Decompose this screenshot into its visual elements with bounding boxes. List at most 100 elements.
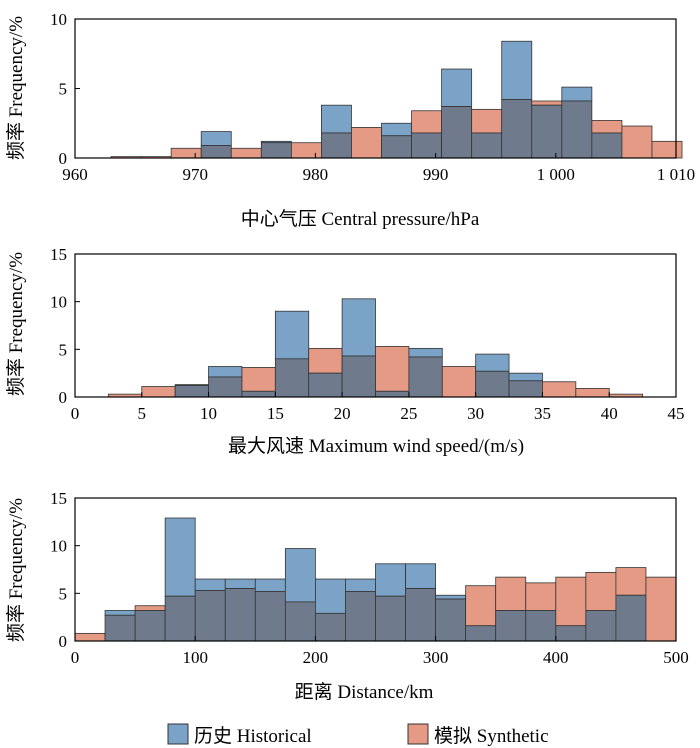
x-tick-label: 960 [62, 165, 88, 184]
historical-bar [501, 40, 533, 101]
x-tick-label: 200 [303, 648, 329, 667]
overlap-bar [411, 132, 443, 159]
overlap-bar [174, 385, 209, 398]
legend-synthetic-label: 模拟 Synthetic [434, 725, 549, 747]
overlap-bar [314, 612, 346, 642]
synthetic-bar [141, 386, 176, 398]
x-tick-label: 990 [423, 165, 449, 184]
distance-plot-frame [74, 497, 677, 642]
overlap-bar [495, 610, 527, 642]
historical-bar [208, 366, 243, 378]
overlap-bar [194, 590, 226, 642]
distance-ylabel: 频率 Frequency/% [5, 498, 27, 642]
overlap-bar [341, 355, 376, 398]
overlap-bar [405, 588, 436, 642]
central-pressure-bars [110, 40, 683, 159]
synthetic-bar [555, 576, 587, 627]
historical-bar [408, 347, 443, 358]
synthetic-bar [575, 388, 610, 398]
overlap-bar [321, 132, 352, 159]
wind-speed-xlabel: 最大风速 Maximum wind speed/(m/s) [228, 435, 524, 457]
overlap-bar [435, 598, 467, 642]
historical-bar [254, 578, 286, 592]
distance-xlabel: 距离 Distance/km [295, 681, 434, 703]
central-pressure-histogram: 中心气压 Central pressure/hPa 频率 Frequency/%… [5, 10, 695, 230]
historical-bar [164, 517, 196, 597]
synthetic-bar [651, 140, 683, 159]
y-tick-label: 0 [59, 632, 68, 651]
historical-bar [345, 578, 376, 592]
overlap-bar [104, 614, 136, 642]
legend-historical-swatch [167, 723, 189, 745]
synthetic-bar [290, 142, 322, 159]
x-tick-label: 500 [663, 648, 689, 667]
overlap-bar [164, 595, 196, 642]
central-pressure-xlabel: 中心气压 Central pressure/hPa [241, 208, 480, 230]
synthetic-bar [411, 110, 443, 134]
historical-bar [321, 104, 352, 134]
synthetic-bar [621, 125, 653, 159]
wind-speed-histogram: 最大风速 Maximum wind speed/(m/s) 频率 Frequen… [5, 245, 685, 457]
overlap-bar [525, 610, 557, 642]
legend-historical-label: 历史 Historical [194, 725, 312, 747]
legend-synthetic-swatch [407, 723, 429, 745]
overlap-bar [224, 588, 256, 642]
x-tick-label: 10 [200, 404, 217, 423]
overlap-bar [615, 594, 647, 642]
synthetic-bar [591, 120, 623, 134]
distance-histogram: 距离 Distance/km 频率 Frequency/% 0 100 200 300… [5, 489, 689, 703]
overlap-bar [274, 358, 310, 398]
x-tick-label: 25 [400, 404, 417, 423]
synthetic-bar [170, 147, 202, 159]
x-tick-label: 970 [182, 165, 208, 184]
historical-bar [200, 131, 232, 146]
synthetic-bar [241, 367, 276, 392]
x-tick-label: 980 [303, 165, 329, 184]
y-tick-label: 0 [59, 388, 68, 407]
overlap-bar [260, 142, 292, 159]
x-tick-label: 15 [267, 404, 284, 423]
x-tick-label: 45 [668, 404, 685, 423]
overlap-bar [375, 595, 406, 642]
x-tick-label: 300 [423, 648, 449, 667]
historical-bar [284, 548, 316, 603]
overlap-bar [284, 601, 316, 642]
synthetic-bar [441, 366, 477, 398]
x-tick-label: 35 [534, 404, 551, 423]
distance-bars [74, 517, 677, 642]
historical-bar [224, 578, 256, 589]
overlap-bar [465, 625, 497, 642]
x-tick-label: 5 [138, 404, 147, 423]
synthetic-bar [230, 147, 262, 159]
overlap-bar [508, 380, 543, 398]
overlap-bar [308, 372, 343, 398]
x-tick-label: 100 [182, 648, 208, 667]
y-tick-label: 0 [59, 149, 68, 168]
x-tick-label: 40 [601, 404, 618, 423]
y-tick-label: 10 [50, 293, 67, 312]
synthetic-bar [375, 346, 410, 392]
y-tick-label: 10 [50, 10, 67, 29]
historical-bar [435, 594, 467, 600]
x-tick-label: 1 010 [657, 165, 695, 184]
overlap-bar [345, 591, 376, 642]
historical-bar [405, 563, 436, 589]
historical-bar [314, 578, 346, 614]
y-tick-label: 5 [59, 584, 68, 603]
overlap-bar [375, 390, 410, 398]
y-tick-label: 5 [59, 340, 68, 359]
synthetic-bar [308, 347, 343, 374]
x-tick-label: 1 000 [537, 165, 575, 184]
overlap-bar [241, 390, 276, 398]
overlap-bar [381, 135, 412, 159]
historical-bar [104, 610, 136, 616]
synthetic-bar [465, 585, 497, 627]
overlap-bar [531, 104, 563, 159]
overlap-bar [200, 145, 232, 159]
synthetic-bar [525, 582, 557, 611]
overlap-bar [208, 376, 243, 398]
synthetic-bar [542, 381, 577, 398]
wind-speed-bars [107, 298, 644, 398]
synthetic-bar [351, 127, 382, 159]
y-tick-label: 5 [59, 80, 68, 99]
